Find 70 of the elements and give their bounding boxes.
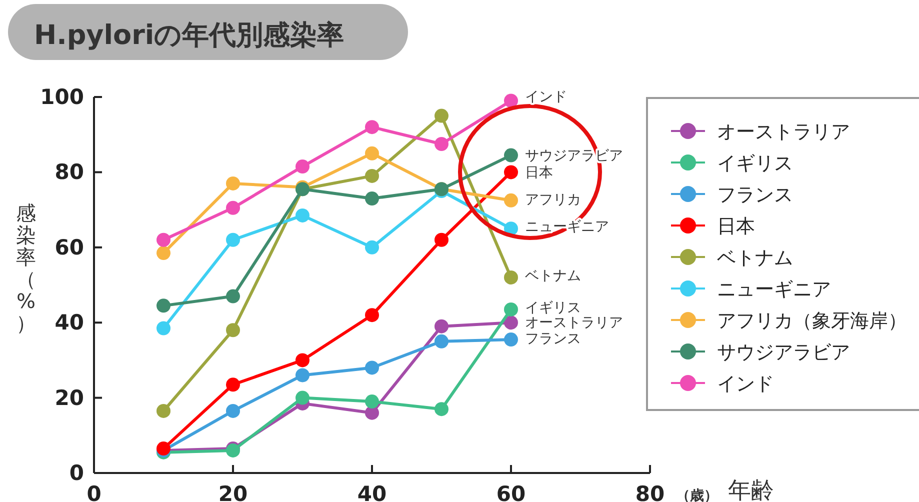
annotation: ベトナム — [525, 268, 581, 284]
point — [434, 334, 448, 348]
point — [504, 332, 518, 347]
point — [296, 390, 310, 405]
point — [365, 394, 379, 409]
point — [156, 232, 170, 247]
point — [504, 193, 518, 208]
point — [365, 240, 379, 254]
point — [296, 368, 310, 382]
x-tick-label: 80 — [635, 482, 665, 502]
point — [226, 378, 240, 392]
legend-label: フランス — [717, 184, 793, 206]
point — [504, 316, 518, 330]
point — [226, 323, 240, 338]
point — [365, 406, 379, 420]
point — [504, 270, 518, 284]
point — [156, 298, 170, 313]
legend-label: ニューギニア — [717, 278, 831, 300]
point — [434, 232, 448, 247]
point — [226, 200, 240, 215]
point — [156, 404, 170, 418]
point — [156, 246, 170, 260]
point — [156, 321, 170, 336]
point — [434, 319, 448, 334]
annotation: インド — [525, 89, 567, 105]
y-tick-label: 60 — [54, 235, 84, 260]
point — [434, 137, 448, 151]
point — [365, 120, 379, 134]
point — [296, 208, 310, 222]
y-tick-label: 80 — [54, 160, 84, 184]
annotation: 日本 — [525, 165, 553, 181]
x-tick-label: 40 — [357, 482, 387, 502]
point — [226, 404, 240, 418]
point — [365, 360, 379, 375]
legend-label: サウジアラビア — [717, 342, 850, 364]
y-tick-label: 20 — [54, 386, 84, 410]
point — [226, 176, 240, 190]
point — [226, 232, 240, 247]
chart-title: H.pyloriの年代別感染率 — [34, 20, 344, 51]
point — [434, 108, 448, 123]
legend-label: イギリス — [717, 152, 793, 174]
legend-label: インド — [717, 373, 774, 395]
point — [504, 165, 518, 180]
y-tick-label: 0 — [69, 461, 84, 485]
point — [504, 94, 518, 108]
legend-label: オーストラリア — [717, 121, 850, 143]
annotation: オーストラリア — [525, 315, 623, 331]
y-axis-title: 感染率（%） — [16, 201, 36, 335]
annotation: イギリス — [525, 300, 581, 316]
point — [365, 192, 379, 206]
point — [365, 146, 379, 160]
point — [434, 402, 448, 416]
legend-label: 日本 — [717, 216, 755, 238]
x-tick-label: 60 — [496, 482, 526, 502]
annotation: アフリカ — [525, 192, 581, 208]
point — [365, 308, 379, 322]
legend-label: ベトナム — [717, 247, 793, 269]
point — [226, 289, 240, 304]
x-tick-label: 0 — [86, 482, 102, 502]
y-tick-label: 40 — [54, 310, 84, 335]
x-tick-label: 20 — [218, 482, 248, 502]
x-axis-title: 年齢 — [728, 478, 774, 502]
point — [296, 160, 310, 174]
point — [296, 353, 310, 368]
point — [504, 302, 518, 316]
legend-label: アフリカ（象牙海岸） — [717, 310, 907, 332]
y-tick-label: 100 — [40, 85, 84, 109]
annotation: フランス — [525, 331, 581, 347]
point — [365, 168, 379, 183]
point — [504, 148, 518, 162]
